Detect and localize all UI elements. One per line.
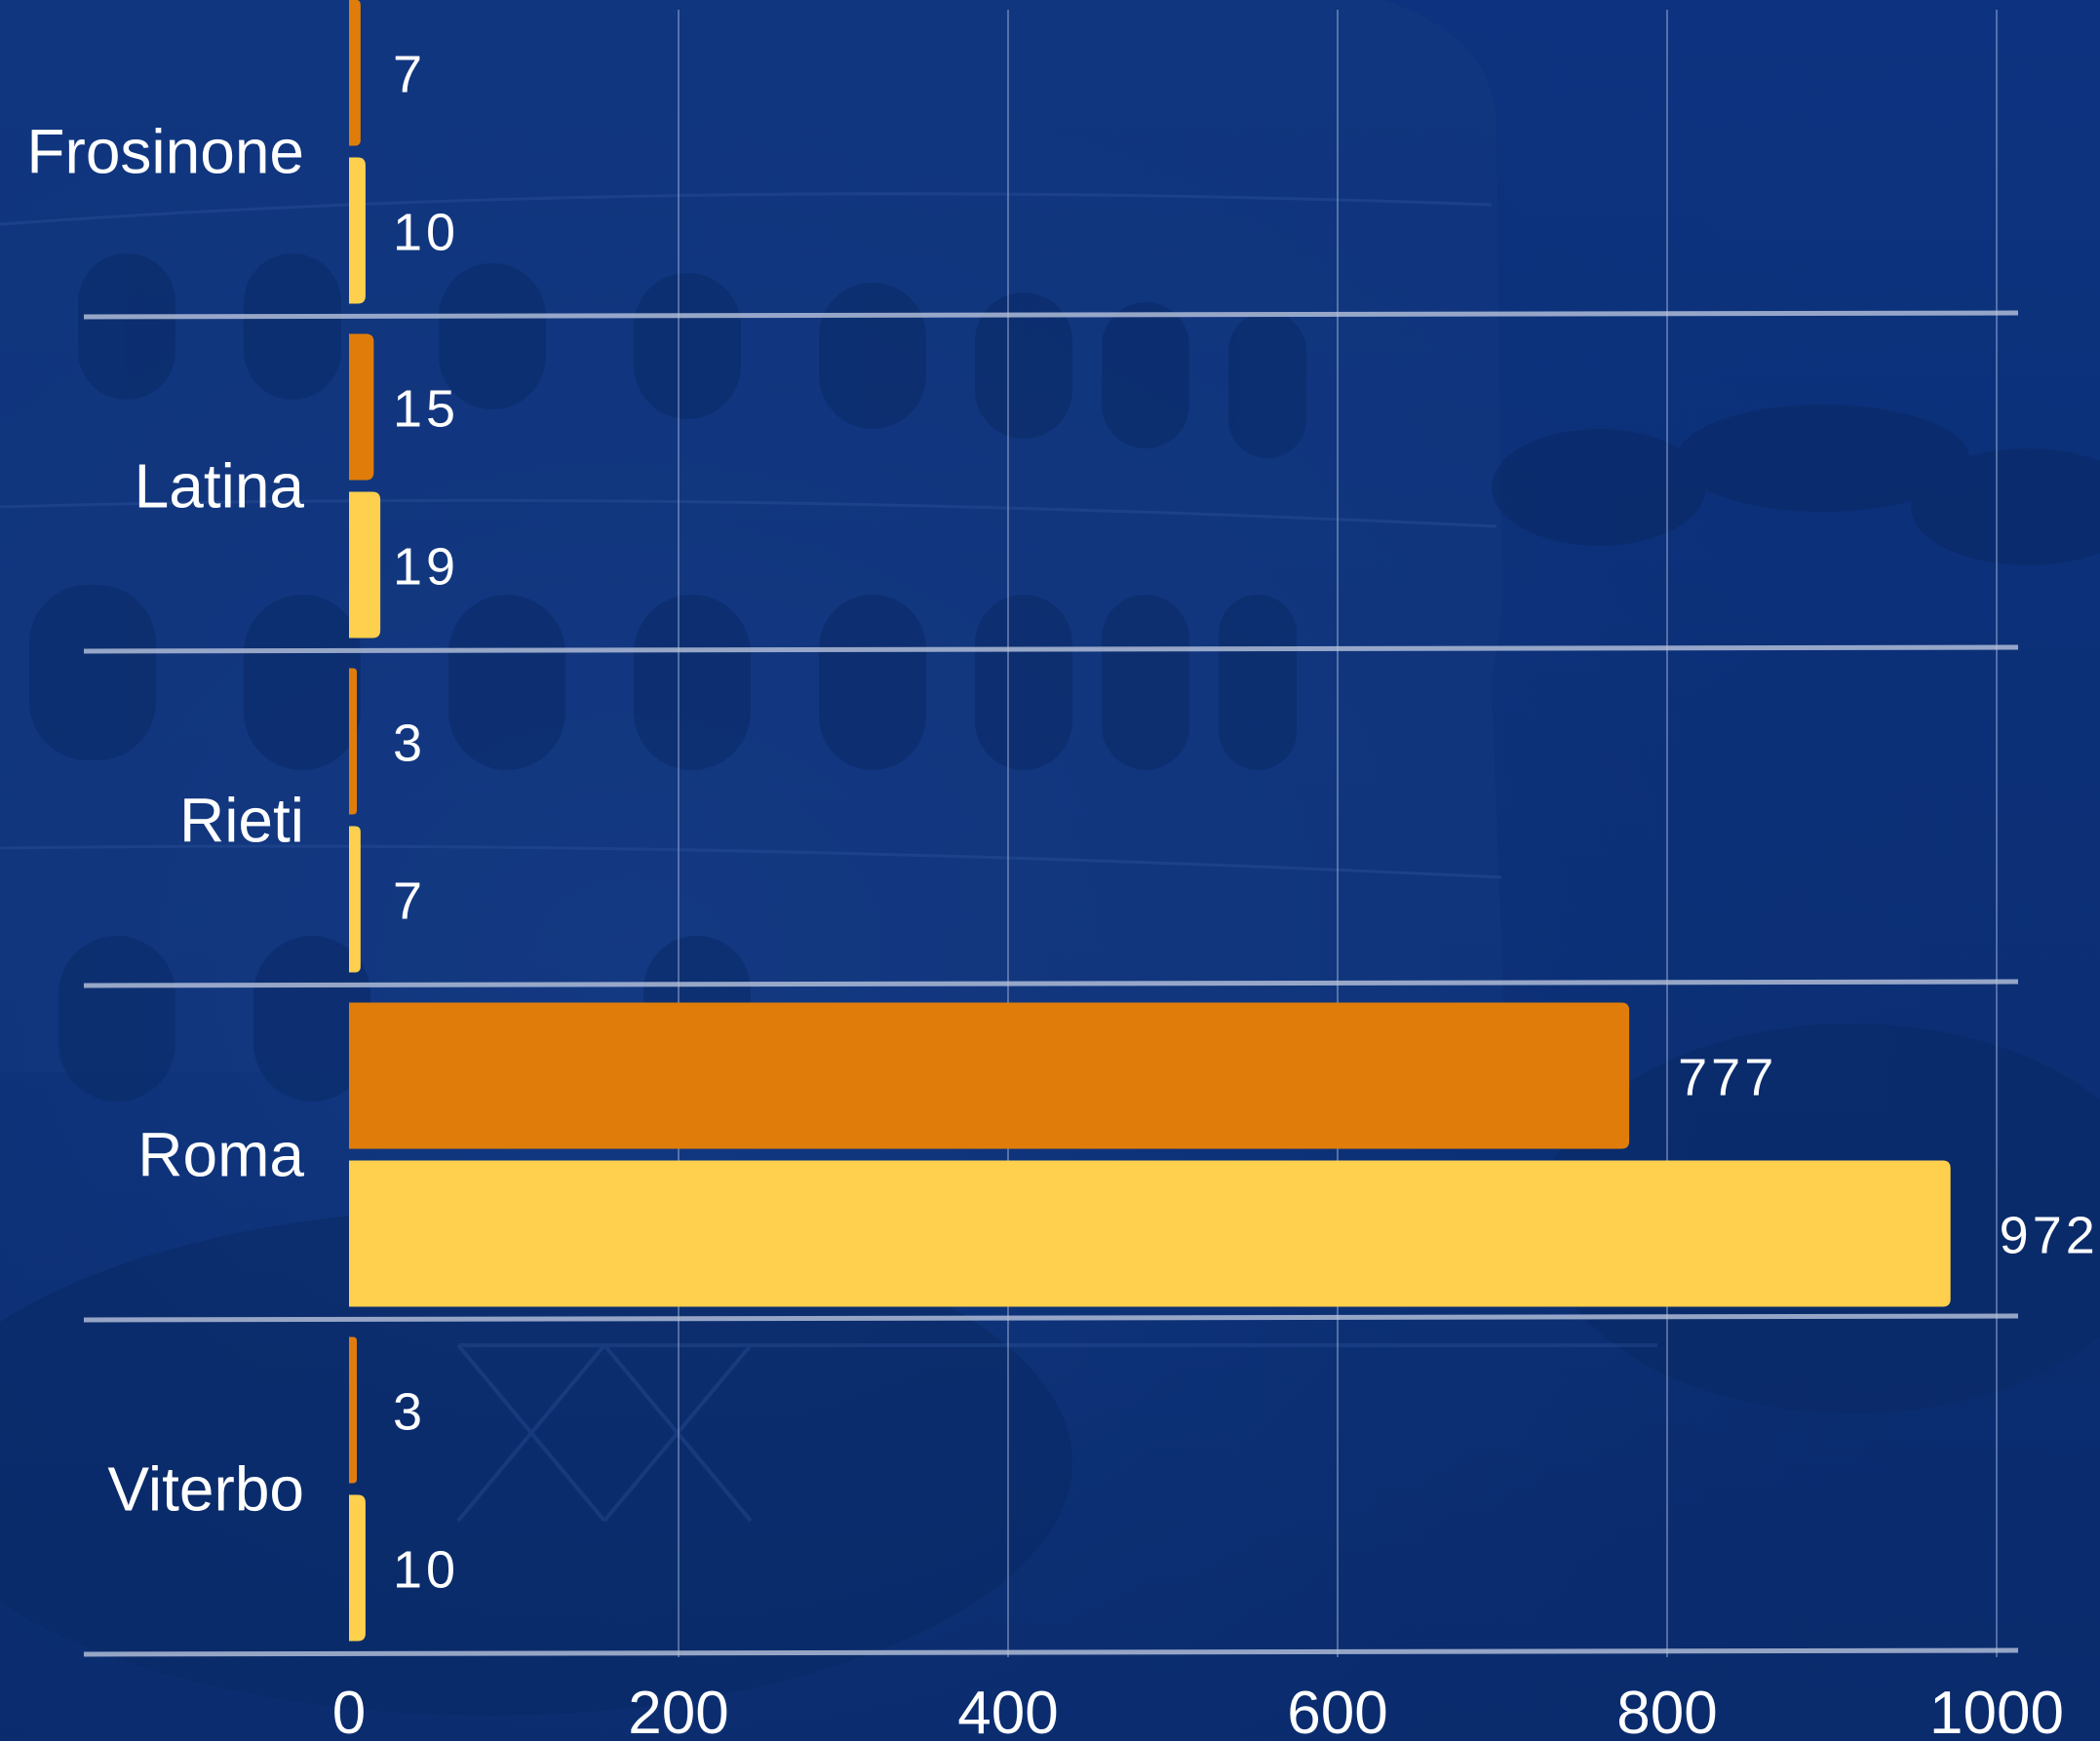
category-separator [83,1647,2019,1657]
value-label: 3 [393,1383,426,1442]
x-tick-label: 0 [332,1680,366,1741]
value-label: 7 [393,872,426,931]
category-label: Latina [135,451,305,522]
bar [349,668,357,815]
value-label: 15 [393,380,459,439]
value-label: 10 [393,1541,459,1600]
x-tick-label: 200 [628,1680,728,1741]
category-label: Rieti [179,786,304,856]
bar [349,1160,1951,1307]
bar [349,333,374,481]
bar [349,0,361,146]
bar [349,1494,366,1642]
x-tick-label: 1000 [1929,1680,2064,1741]
category-label: Roma [137,1120,304,1190]
value-label: 7 [393,46,426,104]
x-tick-label: 400 [957,1680,1058,1741]
value-label: 3 [393,715,426,773]
category-separators [83,310,2019,1657]
category-separator [83,310,2019,320]
bar [349,1336,357,1484]
value-label: 972 [2000,1207,2099,1265]
gridlines [678,10,1998,1657]
category-label: Frosinone [26,117,304,187]
bar [349,157,366,304]
value-label: 19 [393,538,459,597]
x-tick-label: 600 [1287,1680,1387,1741]
value-label: 777 [1678,1049,1777,1107]
bar [349,1002,1630,1149]
category-separator [83,979,2019,988]
labels: Frosinone 7 10 Latina 15 19 Rieti 3 7 Roma 777 972 V… [26,46,2099,1741]
bar [349,826,361,973]
x-tick-label: 800 [1616,1680,1717,1741]
category-label: Viterbo [107,1454,304,1525]
value-label: 10 [393,204,459,262]
category-separator [83,1313,2019,1323]
bar [349,491,381,638]
bars [349,0,1951,1642]
category-separator [83,644,2019,654]
